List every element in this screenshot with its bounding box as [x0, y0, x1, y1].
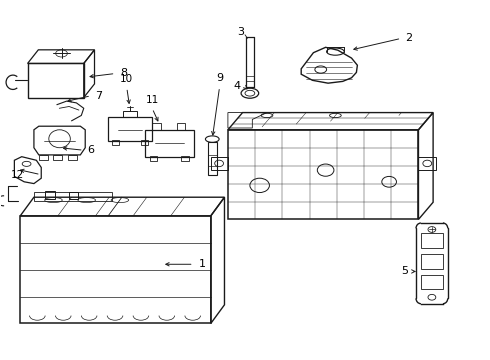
Text: 1: 1	[198, 259, 206, 269]
Bar	[421, 254, 443, 269]
Bar	[68, 154, 77, 160]
Bar	[45, 191, 55, 199]
Bar	[69, 192, 78, 199]
Text: 4: 4	[233, 81, 240, 91]
Text: 12: 12	[11, 170, 24, 180]
Text: 2: 2	[405, 33, 413, 43]
Bar	[181, 156, 189, 161]
Text: 9: 9	[216, 73, 223, 83]
Text: 3: 3	[237, 27, 244, 37]
Text: 7: 7	[95, 91, 102, 101]
Bar	[421, 275, 443, 289]
Text: 11: 11	[146, 95, 159, 105]
Text: 5: 5	[401, 266, 408, 276]
Bar	[141, 140, 148, 145]
Bar	[53, 154, 62, 160]
Text: 10: 10	[120, 74, 133, 84]
Bar	[152, 123, 161, 130]
Bar	[39, 154, 48, 160]
Bar	[176, 123, 185, 130]
Text: 6: 6	[88, 145, 95, 155]
Bar	[421, 233, 443, 248]
Bar	[123, 111, 137, 117]
Bar	[150, 156, 157, 161]
Bar	[208, 142, 217, 175]
Text: 8: 8	[120, 68, 127, 78]
Bar	[112, 140, 120, 145]
